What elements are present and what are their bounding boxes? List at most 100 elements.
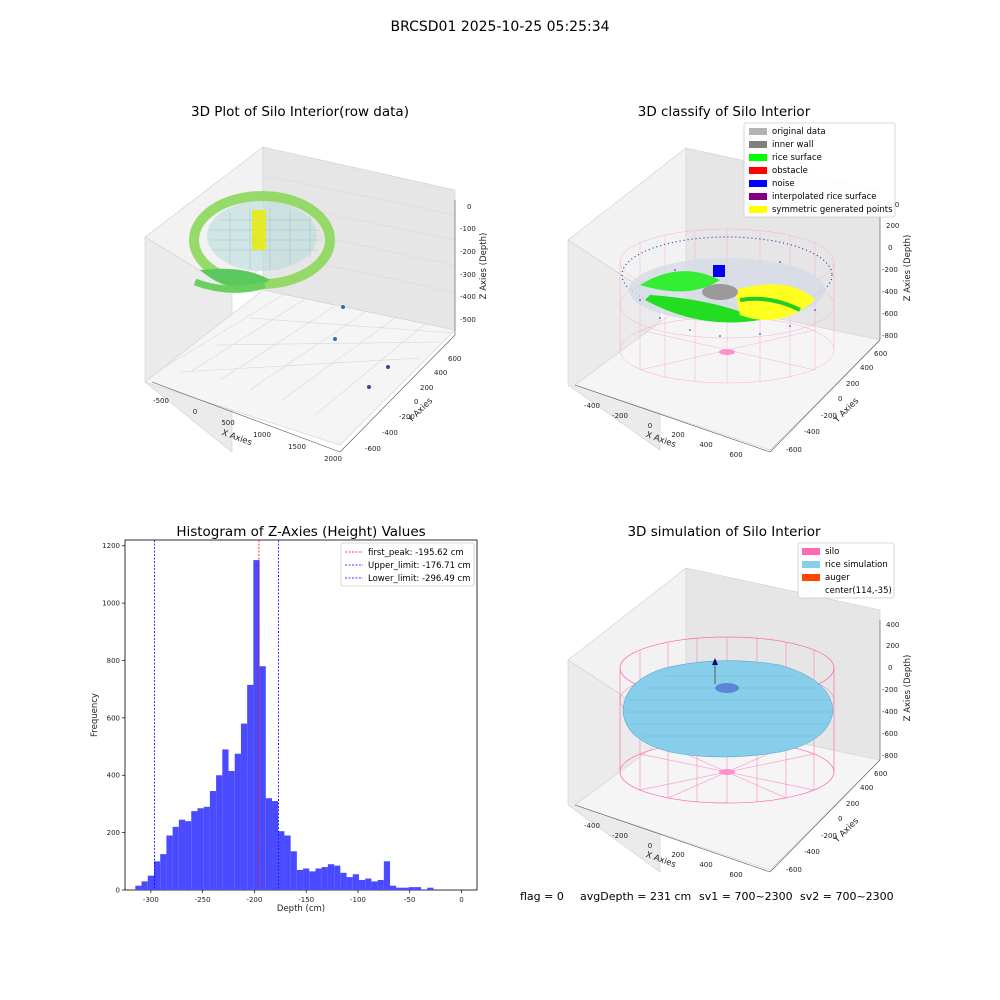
- histogram-bar: [166, 835, 173, 890]
- raw-panel: 3D Plot of Silo Interior(row data): [144, 104, 489, 463]
- histogram-bar: [259, 666, 266, 890]
- svg-text:-500: -500: [460, 316, 476, 324]
- histogram-xticks: -300 -250 -200 -150 -100 -50 0: [143, 890, 464, 904]
- legend-entry: original data: [749, 127, 826, 137]
- histogram-bar: [377, 879, 384, 890]
- svg-text:200: 200: [846, 800, 859, 808]
- classify-zticks: 400 200 0 -200 -400 -600 -800: [882, 201, 899, 340]
- svg-text:-400: -400: [460, 293, 476, 301]
- histogram-bar: [172, 826, 179, 890]
- svg-text:-400: -400: [882, 288, 898, 296]
- histogram-bar: [147, 875, 154, 890]
- simulation-legend: silo rice simulation auger center(114,-3…: [797, 542, 895, 599]
- svg-text:-200: -200: [399, 413, 415, 421]
- svg-text:1500: 1500: [288, 443, 306, 451]
- svg-text:400: 400: [860, 364, 873, 372]
- svg-text:Upper_limit: -176.71 cm: Upper_limit: -176.71 cm: [368, 561, 471, 571]
- histogram-bars: [135, 560, 434, 890]
- simulation-panel: 3D simulation of Silo Interior: [567, 524, 913, 879]
- svg-text:0: 0: [888, 244, 892, 252]
- histogram-bar: [315, 868, 322, 890]
- legend-entry: silo: [802, 547, 839, 557]
- legend-entry: obstacle: [749, 166, 808, 176]
- svg-text:inner wall: inner wall: [772, 140, 813, 150]
- svg-text:600: 600: [729, 451, 742, 459]
- legend-entry: symmetric generated points: [749, 205, 893, 215]
- histogram-bar: [303, 868, 310, 890]
- raw-zticks: 0 -100 -200 -300 -400 -500: [460, 203, 476, 324]
- classify-panel-title: 3D classify of Silo Interior: [638, 104, 811, 120]
- simulation-ylabel: Y Axies: [831, 816, 861, 846]
- histogram-bar: [346, 877, 353, 890]
- svg-text:interpolated rice surface: interpolated rice surface: [772, 192, 877, 202]
- svg-text:-400: -400: [382, 429, 398, 437]
- xtick-label: -250: [195, 896, 211, 904]
- ytick-label: 1200: [102, 542, 120, 550]
- raw-panel-title: 3D Plot of Silo Interior(row data): [191, 104, 409, 120]
- legend-entry: center(114,-35): [825, 586, 892, 596]
- histogram-bar: [209, 791, 217, 890]
- xtick-label: -100: [350, 896, 366, 904]
- svg-text:auger: auger: [825, 573, 850, 583]
- svg-text:-300: -300: [460, 271, 476, 279]
- svg-text:-200: -200: [821, 412, 837, 420]
- ytick-label: 0: [116, 887, 120, 895]
- raw-ylabel: Y Axies: [405, 396, 435, 426]
- ytick-label: 200: [107, 829, 120, 837]
- svg-text:-200: -200: [882, 266, 898, 274]
- legend-entry: interpolated rice surface: [749, 192, 877, 202]
- xtick-label: -300: [143, 896, 159, 904]
- svg-text:200: 200: [846, 380, 859, 388]
- svg-text:200: 200: [671, 851, 684, 859]
- classify-ylabel: Y Axies: [831, 396, 861, 426]
- histogram-bar: [253, 560, 260, 890]
- histogram-bar: [234, 753, 241, 890]
- histogram-title: Histogram of Z-Axies (Height) Values: [176, 524, 425, 540]
- svg-text:1000: 1000: [253, 431, 271, 439]
- svg-text:400: 400: [699, 441, 712, 449]
- histogram-bar: [352, 874, 359, 890]
- histogram-bar: [396, 887, 403, 890]
- svg-text:-600: -600: [365, 445, 381, 453]
- histogram-bar: [321, 867, 328, 890]
- svg-text:-600: -600: [786, 446, 802, 454]
- status-line: flag = 0 avgDepth = 231 cm sv1 = 700~230…: [520, 890, 894, 903]
- svg-text:rice surface: rice surface: [772, 153, 822, 163]
- xtick-label: 0: [459, 896, 463, 904]
- legend-entry: Upper_limit: -176.71 cm: [345, 561, 471, 571]
- histogram-bar: [185, 821, 192, 890]
- histogram-legend: first_peak: -195.62 cm Upper_limit: -176…: [340, 542, 475, 587]
- histogram-ylabel: Frequency: [90, 693, 100, 737]
- histogram-panel: Histogram of Z-Axies (Height) Values -30…: [90, 524, 478, 914]
- classify-xticks: -400 -200 0 200 400 600: [584, 402, 743, 459]
- svg-text:0: 0: [193, 408, 197, 416]
- svg-text:-800: -800: [882, 752, 898, 760]
- simulation-xticks: -400 -200 0 200 400 600: [584, 822, 743, 879]
- svg-text:600: 600: [448, 355, 461, 363]
- histogram-bar: [414, 887, 422, 890]
- svg-text:original data: original data: [772, 127, 826, 137]
- histogram-bar: [203, 806, 210, 890]
- xtick-label: -50: [404, 896, 415, 904]
- svg-text:600: 600: [729, 871, 742, 879]
- histogram-bar: [240, 723, 248, 890]
- legend-entry: inner wall: [749, 140, 813, 150]
- xtick-label: -150: [298, 896, 314, 904]
- svg-text:200: 200: [420, 384, 433, 392]
- simulation-rice-surface: [622, 658, 834, 775]
- raw-yticks: -600 -400 -200 0 200 400 600: [365, 355, 461, 453]
- svg-text:600: 600: [874, 770, 887, 778]
- svg-text:-600: -600: [786, 866, 802, 874]
- svg-text:-200: -200: [882, 686, 898, 694]
- histogram-bar: [371, 881, 378, 890]
- svg-text:Lower_limit: -296.49 cm: Lower_limit: -296.49 cm: [368, 574, 470, 584]
- histogram-bar: [296, 869, 304, 890]
- histogram-bar: [284, 835, 291, 890]
- raw-xticks: -500 0 500 1000 1500 2000: [153, 397, 342, 463]
- histogram-bar: [358, 879, 366, 890]
- classify-point-cloud: [619, 228, 835, 384]
- classify-legend: original data inner wall rice surface ob…: [743, 122, 896, 218]
- svg-text:-200: -200: [612, 832, 628, 840]
- legend-entry: auger: [802, 573, 850, 583]
- svg-text:-600: -600: [882, 730, 898, 738]
